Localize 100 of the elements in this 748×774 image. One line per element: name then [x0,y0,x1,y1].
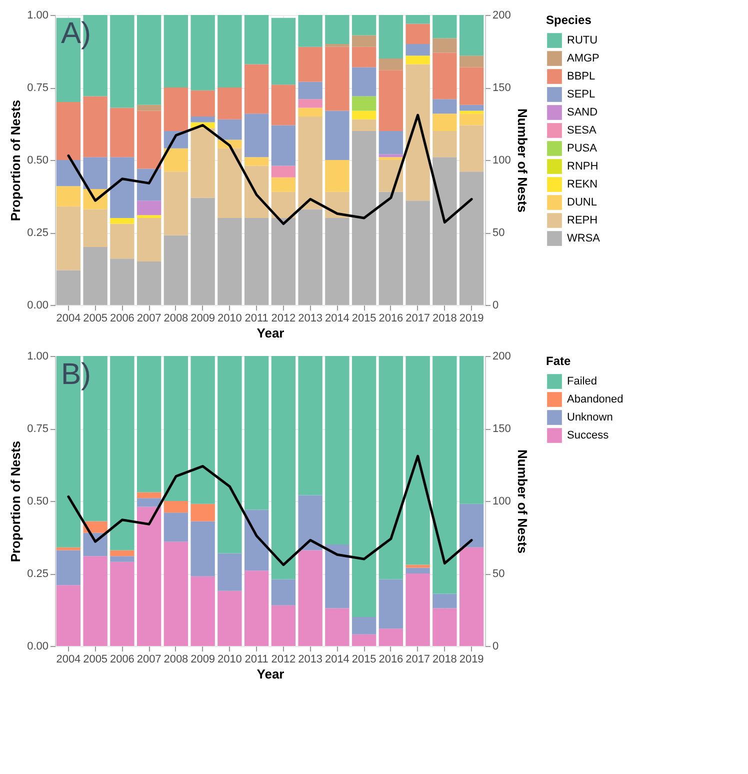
bar [325,110,350,160]
bar [298,108,322,116]
legend-label: PUSA [567,142,598,154]
bar [459,172,484,305]
bar [56,550,81,586]
bar [244,356,269,510]
bar [298,356,322,496]
bar [271,605,296,646]
bar [244,15,269,64]
x-tick-label: 2012 [271,312,296,324]
bar [136,200,162,216]
bar [190,576,215,646]
bar [56,102,81,160]
bar [406,200,430,305]
bar [136,15,162,105]
bar [244,218,269,305]
bar [406,15,430,24]
bar [298,15,322,47]
x-tick-label: 2009 [190,312,216,324]
bar [352,617,376,634]
bar [218,148,242,218]
bar [244,166,269,218]
bar [406,56,430,64]
x-tick-label: 2015 [352,312,376,324]
bar [378,157,404,160]
y2-tick-label: 50 [492,227,505,239]
x-tick-label: 2014 [324,312,350,324]
y-tick-label: 0.25 [27,227,48,239]
bar [164,235,188,305]
bar [271,84,296,126]
bar [298,550,322,646]
x-tick-label: 2007 [136,654,162,666]
x-tick-label: 2014 [324,654,350,666]
y-tick-label: 0.50 [27,154,48,166]
bar [432,15,457,38]
bar [164,15,188,88]
bar [459,15,484,56]
y2-tick-label: 200 [492,10,511,22]
bar [352,634,376,646]
bar [406,24,430,44]
y-tick-label: 1.00 [27,350,48,362]
bar [432,356,457,594]
bar [352,46,376,68]
bar [136,492,162,498]
y-tick-label: 0.75 [27,82,48,94]
bar [56,585,81,646]
bar [325,356,350,544]
bar [190,198,215,305]
y2-tick-label: 0 [492,300,499,312]
bar [83,96,108,158]
bar [432,594,457,608]
bar [298,99,322,108]
bar [352,110,376,120]
bar [406,44,430,56]
bar [190,90,215,116]
bar [459,110,484,114]
bar [83,556,108,646]
bar [432,131,457,158]
bar [298,82,322,100]
legend-label: SEPL [567,88,596,100]
bar [164,148,188,172]
bar [164,512,188,542]
bar [136,262,162,305]
x-tick-label: 2017 [406,312,430,324]
bar [190,15,215,90]
y2-tick-label: 0 [492,640,499,652]
legend-label: SAND [567,106,598,118]
x-tick-label: 2006 [110,312,134,324]
bar [325,544,350,608]
legend-label: REPH [567,214,598,226]
bar [244,510,269,571]
legend-label: Failed [567,376,597,388]
bar [378,192,404,305]
legend-title: Fate [546,354,571,368]
bar [110,224,134,259]
bar [244,570,269,646]
bar [325,46,350,111]
legend-label: RUTU [567,34,598,46]
y-tick-label: 0.50 [27,496,48,508]
bar [378,70,404,131]
bar [271,125,296,166]
bar [325,160,350,192]
x-tick-label: 2010 [217,312,242,324]
bar [271,218,296,305]
x-axis-title: Year [256,326,284,340]
y-tick-label: 1.00 [27,10,48,22]
x-tick-label: 2009 [190,654,216,666]
bar [110,157,134,218]
bar [298,46,322,82]
bar [298,209,322,305]
bar [218,218,242,305]
y2-tick-label: 100 [492,154,511,166]
bar [271,18,296,85]
bar [218,356,242,554]
bar [110,108,134,158]
bar [432,157,457,305]
bar [352,67,376,96]
x-tick-label: 2010 [217,654,242,666]
y2-axis-title: Number of Nests [514,108,530,213]
bar [352,131,376,305]
